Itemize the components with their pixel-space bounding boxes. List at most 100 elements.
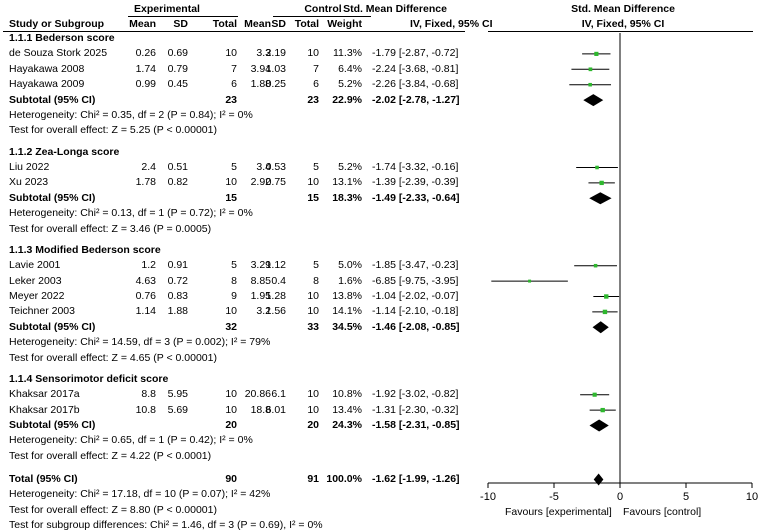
subtotal-label: Subtotal (95% CI) xyxy=(9,419,96,431)
study-total-ctl: 10 xyxy=(307,176,319,189)
study-name: Khaksar 2017a xyxy=(9,388,80,401)
subtotal-total-ctl: 15 xyxy=(307,191,319,204)
study-weight: 6.4% xyxy=(338,62,362,75)
pooled-diamond xyxy=(589,192,612,205)
study-point-estimate xyxy=(599,180,604,186)
study-mean-ctl: 2.92 xyxy=(250,176,271,189)
x-tick-label: 5 xyxy=(683,491,689,503)
subgroup-heterogeneity: Heterogeneity: Chi² = 0.65, df = 1 (P = … xyxy=(9,434,253,447)
study-mean-exp: 0.76 xyxy=(135,290,156,302)
study-sd-exp: 0.51 xyxy=(167,161,188,173)
study-mean-ctl: 8.85 xyxy=(250,274,271,287)
subtotal-total-exp: 20 xyxy=(225,419,237,431)
study-mean-ctl: 1.88 xyxy=(250,78,271,91)
study-total-ctl: 10 xyxy=(307,47,319,60)
study-point-estimate xyxy=(594,51,599,56)
study-ci: -1.92 [-3.02, -0.82] xyxy=(372,388,459,401)
subgroup-heterogeneity: Heterogeneity: Chi² = 0.35, df = 2 (P = … xyxy=(9,109,253,121)
favours-left-label: Favours [experimental] xyxy=(505,506,612,518)
study-total-exp: 10 xyxy=(225,305,237,318)
col-method-plot: IV, Fixed, 95% CI xyxy=(581,18,665,30)
subtotal-weight: 24.3% xyxy=(332,419,362,431)
study-ci: -6.85 [-9.75, -3.95] xyxy=(372,274,459,287)
group2-underline xyxy=(273,16,371,17)
subgroup-overall-effect: Test for overall effect: Z = 3.46 (P = 0… xyxy=(9,222,212,235)
study-total-ctl: 10 xyxy=(307,305,319,318)
subtotal-total-exp: 32 xyxy=(225,320,237,333)
study-weight: 13.1% xyxy=(332,176,362,189)
study-name: de Souza Stork 2025 xyxy=(9,47,108,60)
subtotal-weight: 18.3% xyxy=(332,191,362,204)
col-total-exp: Total xyxy=(212,18,237,30)
study-mean-ctl: 3.29 xyxy=(250,259,271,272)
study-weight: 5.2% xyxy=(338,161,362,173)
study-mean-exp: 1.78 xyxy=(135,176,156,189)
study-sd-exp: 0.45 xyxy=(167,78,188,91)
col-method: IV, Fixed, 95% CI xyxy=(410,18,493,30)
pooled-diamond xyxy=(593,473,604,486)
study-weight: 11.3% xyxy=(333,47,362,60)
subtotal-label: Subtotal (95% CI) xyxy=(9,191,96,204)
pooled-diamond xyxy=(589,419,609,432)
pooled-diamond xyxy=(583,94,604,107)
study-sd-exp: 0.79 xyxy=(167,62,188,75)
subtotal-total-ctl: 33 xyxy=(307,320,319,333)
study-ci: -1.85 [-3.47, -0.23] xyxy=(372,259,459,272)
study-total-exp: 10 xyxy=(225,47,237,60)
study-sd-exp: 1.88 xyxy=(167,305,188,318)
total-ci: -1.62 [-1.99, -1.26] xyxy=(372,473,460,485)
study-total-ctl: 5 xyxy=(313,161,319,173)
study-mean-ctl: 3.94 xyxy=(250,62,271,75)
subtotal-total-ctl: 20 xyxy=(307,419,319,431)
study-total-exp: 10 xyxy=(225,176,237,189)
study-mean-ctl: 18.8 xyxy=(250,403,271,416)
study-sd-ctl: 1.28 xyxy=(265,290,286,302)
study-ci: -2.26 [-3.84, -0.68] xyxy=(372,78,459,91)
col-sd-ctl: SD xyxy=(271,18,286,30)
study-mean-exp: 1.74 xyxy=(135,62,156,75)
subgroup-heterogeneity: Heterogeneity: Chi² = 14.59, df = 3 (P =… xyxy=(9,336,271,349)
study-point-estimate xyxy=(588,67,593,72)
header-rule xyxy=(3,31,465,32)
study-ci: -1.39 [-2.39, -0.39] xyxy=(372,176,459,189)
study-total-ctl: 6 xyxy=(313,78,319,91)
subgroup-title: 1.1.1 Bederson score xyxy=(9,32,115,44)
total-ctl: 91 xyxy=(307,473,319,485)
study-name: Lavie 2001 xyxy=(9,259,61,272)
study-mean-ctl: 1.95 xyxy=(250,290,271,302)
study-sd-ctl: 1.03 xyxy=(265,62,286,75)
subgroup-heterogeneity: Heterogeneity: Chi² = 0.13, df = 1 (P = … xyxy=(9,207,253,220)
study-total-exp: 10 xyxy=(225,388,237,401)
subtotal-ci: -1.46 [-2.08, -0.85] xyxy=(372,320,460,333)
study-ci: -2.24 [-3.68, -0.81] xyxy=(372,62,459,75)
subtotal-label: Subtotal (95% CI) xyxy=(9,320,96,333)
study-point-estimate xyxy=(602,309,608,315)
study-sd-exp: 0.91 xyxy=(167,259,188,272)
study-sd-ctl: 6.1 xyxy=(271,388,286,401)
study-sd-exp: 0.83 xyxy=(167,290,188,302)
study-name: Teichner 2003 xyxy=(9,305,75,318)
study-weight: 1.6% xyxy=(338,274,362,287)
smd-header: Std. Mean Difference xyxy=(343,3,447,15)
subgroup-differences: Test for subgroup differences: Chi² = 1.… xyxy=(9,519,323,531)
plot-header-rule xyxy=(488,31,753,32)
study-mean-exp: 1.2 xyxy=(141,259,156,272)
favours-right-label: Favours [control] xyxy=(623,506,702,518)
study-sd-ctl: 0.25 xyxy=(265,78,286,91)
study-mean-exp: 4.63 xyxy=(135,274,156,287)
subtotal-weight: 34.5% xyxy=(332,320,362,333)
study-point-estimate xyxy=(528,279,532,283)
study-mean-exp: 2.4 xyxy=(141,161,156,173)
study-ci: -1.04 [-2.02, -0.07] xyxy=(372,290,459,302)
study-sd-exp: 5.95 xyxy=(167,388,188,401)
study-ci: -1.14 [-2.10, -0.18] xyxy=(372,305,459,318)
study-name: Khaksar 2017b xyxy=(9,403,80,416)
study-name: Meyer 2022 xyxy=(9,290,65,302)
study-total-ctl: 8 xyxy=(313,274,319,287)
study-sd-ctl: 2.19 xyxy=(265,47,286,60)
subtotal-ci: -1.49 [-2.33, -0.64] xyxy=(372,191,460,204)
study-mean-exp: 0.26 xyxy=(135,47,156,60)
total-weight: 100.0% xyxy=(326,473,362,485)
col-study: Study or Subgroup xyxy=(9,18,105,30)
total-heterogeneity: Heterogeneity: Chi² = 17.18, df = 10 (P … xyxy=(9,488,271,501)
